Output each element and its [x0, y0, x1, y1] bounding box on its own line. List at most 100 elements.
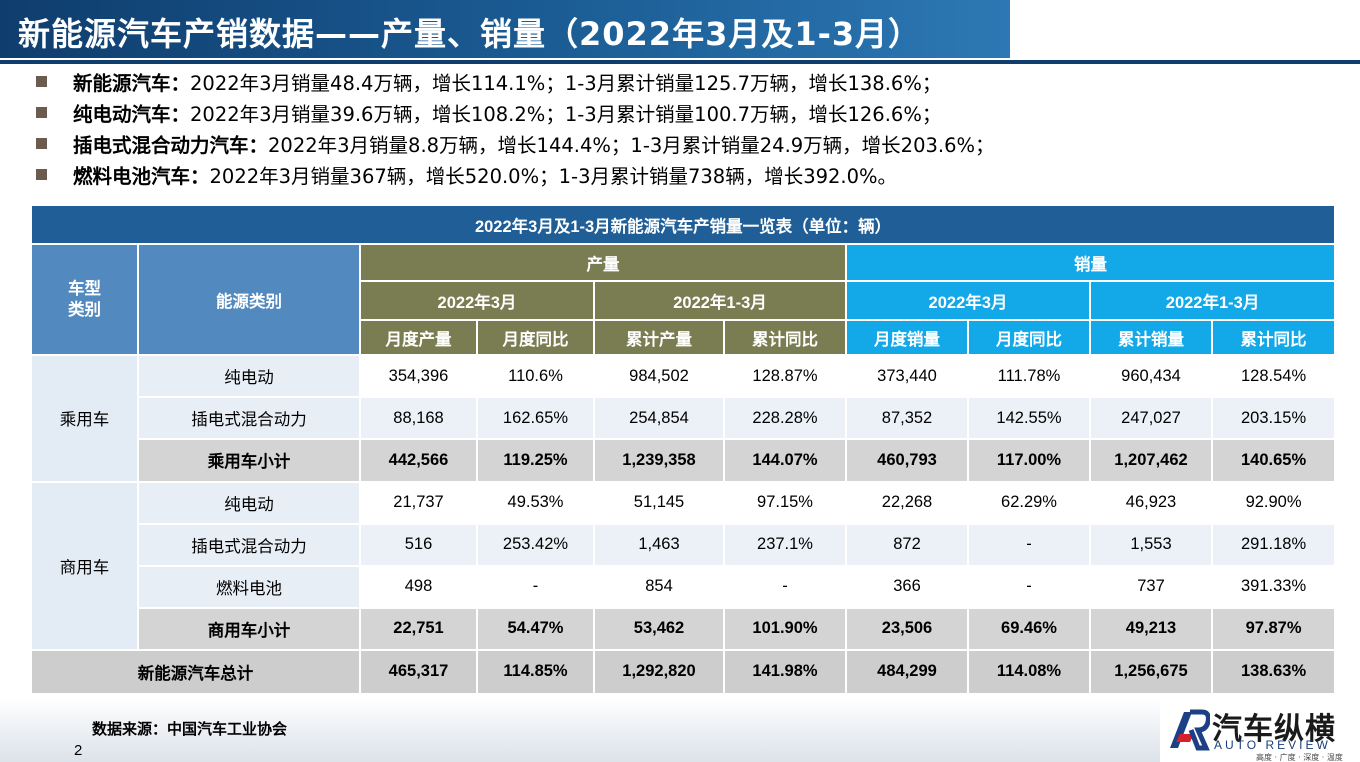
value-cell: 498 — [361, 566, 476, 607]
header-metric: 月度销量 — [847, 321, 967, 355]
value-cell: 872 — [847, 524, 967, 565]
subtotal-row: 商用车小计 22,751 54.47% 53,462 101.90% 23,50… — [32, 608, 1335, 649]
value-cell: 162.65% — [478, 398, 593, 439]
value-cell: 1,292,820 — [595, 650, 723, 693]
value-cell: 144.07% — [725, 440, 845, 481]
page-number: 2 — [74, 742, 83, 759]
value-cell: 21,737 — [361, 482, 476, 523]
value-cell: 366 — [847, 566, 967, 607]
bullet-text: 2022年3月销量39.6万辆，增长108.2%；1-3月累计销量100.7万辆… — [190, 103, 942, 126]
category-passenger: 乘用车 — [32, 356, 137, 481]
value-cell: 960,434 — [1091, 356, 1211, 397]
header-sales-cumulative: 2022年1-3月 — [1091, 282, 1335, 320]
bullet-square-icon — [36, 138, 47, 149]
value-cell: 119.25% — [478, 440, 593, 481]
bullet-item: 燃料电池汽车： 2022年3月销量367辆，增长520.0%；1-3月累计销量7… — [36, 159, 1336, 190]
value-cell: 291.18% — [1213, 524, 1335, 565]
logo-english: AUTO REVIEW — [1214, 738, 1331, 752]
table-caption-row: 2022年3月及1-3月新能源汽车产销量一览表（单位：辆） — [32, 206, 1335, 244]
value-cell: 460,793 — [847, 440, 967, 481]
value-cell: 1,256,675 — [1091, 650, 1211, 693]
value-cell: 247,027 — [1091, 398, 1211, 439]
value-cell: 737 — [1091, 566, 1211, 607]
energy-cell: 燃料电池 — [139, 566, 359, 607]
header-metric: 累计同比 — [1213, 321, 1335, 355]
title-bar: 新能源汽车产销数据——产量、销量（2022年3月及1-3月） — [0, 0, 1010, 58]
bullet-text: 2022年3月销量8.8万辆，增长144.4%；1-3月累计销量24.9万辆，增… — [268, 134, 995, 157]
value-cell: 49,213 — [1091, 608, 1211, 649]
total-row: 新能源汽车总计 465,317 114.85% 1,292,820 141.98… — [32, 650, 1335, 693]
value-cell: 142.55% — [969, 398, 1089, 439]
title-divider — [0, 60, 1360, 64]
subtotal-label: 乘用车小计 — [139, 440, 359, 481]
value-cell: 254,854 — [595, 398, 723, 439]
value-cell: 484,299 — [847, 650, 967, 693]
table-row: 乘用车 纯电动 354,396 110.6% 984,502 128.87% 3… — [32, 356, 1335, 481]
value-cell: 110.6% — [478, 356, 593, 397]
value-cell: 51,145 — [595, 482, 723, 523]
value-cell: - — [969, 566, 1089, 607]
footer-band — [0, 698, 1360, 762]
value-cell: 354,396 — [361, 356, 476, 397]
table-row: 商用车 纯电动 21,737 49.53% 51,145 97.15% 22,2… — [32, 482, 1335, 649]
value-cell: 111.78% — [969, 356, 1089, 397]
value-cell: 253.42% — [478, 524, 593, 565]
bullet-item: 纯电动汽车： 2022年3月销量39.6万辆，增长108.2%；1-3月累计销量… — [36, 97, 1336, 128]
ar-logo-icon — [1170, 709, 1210, 751]
value-cell: - — [478, 566, 593, 607]
bullet-text: 2022年3月销量48.4万辆，增长114.1%；1-3月累计销量125.7万辆… — [190, 72, 942, 95]
energy-cell: 纯电动 — [139, 356, 359, 397]
value-cell: 203.15% — [1213, 398, 1335, 439]
brand-logo: 汽车纵横 AUTO REVIEW 高度 · 广度 · 深度 · 温度 — [1160, 700, 1360, 762]
table-row: 插电式混合动力 88,168 162.65% 254,854 228.28% 8… — [32, 398, 1335, 439]
bullet-label: 纯电动汽车： — [73, 103, 191, 126]
energy-cell: 插电式混合动力 — [139, 398, 359, 439]
header-metric: 累计销量 — [1091, 321, 1211, 355]
value-cell: 97.15% — [725, 482, 845, 523]
bullet-item: 插电式混合动力汽车： 2022年3月销量8.8万辆，增长144.4%；1-3月累… — [36, 128, 1336, 159]
value-cell: 22,268 — [847, 482, 967, 523]
header-metric: 月度产量 — [361, 321, 476, 355]
bullet-label: 燃料电池汽车： — [73, 165, 210, 188]
value-cell: 49.53% — [478, 482, 593, 523]
value-cell: 53,462 — [595, 608, 723, 649]
logo-name: 汽车纵横 — [1212, 712, 1336, 747]
table-caption: 2022年3月及1-3月新能源汽车产销量一览表（单位：辆） — [32, 206, 1335, 244]
value-cell: 46,923 — [1091, 482, 1211, 523]
header-metric: 累计同比 — [725, 321, 845, 355]
value-cell: 854 — [595, 566, 723, 607]
value-cell: 1,207,462 — [1091, 440, 1211, 481]
header-row-groups: 车型 类别 能源类别 产量 销量 — [32, 245, 1335, 355]
value-cell: 92.90% — [1213, 482, 1335, 523]
value-cell: 88,168 — [361, 398, 476, 439]
value-cell: 62.29% — [969, 482, 1089, 523]
header-metric: 累计产量 — [595, 321, 723, 355]
header-vehicle-type: 车型 类别 — [32, 245, 137, 355]
value-cell: 22,751 — [361, 608, 476, 649]
value-cell: 465,317 — [361, 650, 476, 693]
energy-cell: 插电式混合动力 — [139, 524, 359, 565]
value-cell: 1,239,358 — [595, 440, 723, 481]
value-cell: - — [725, 566, 845, 607]
value-cell: 69.46% — [969, 608, 1089, 649]
table-row: 燃料电池 498 - 854 - 366 - 737 391.33% — [32, 566, 1335, 607]
header-production-cumulative: 2022年1-3月 — [595, 282, 845, 320]
nev-data-table: 2022年3月及1-3月新能源汽车产销量一览表（单位：辆） 车型 类别 能源类别… — [30, 204, 1337, 695]
energy-cell: 纯电动 — [139, 482, 359, 523]
bullet-square-icon — [36, 76, 47, 87]
value-cell: 138.63% — [1213, 650, 1335, 693]
header-row-metrics: 月度产量 月度同比 累计产量 累计同比 月度销量 月度同比 累计销量 累计同比 — [32, 321, 1335, 355]
value-cell: 1,553 — [1091, 524, 1211, 565]
header-metric: 月度同比 — [969, 321, 1089, 355]
value-cell: 373,440 — [847, 356, 967, 397]
header-energy-type: 能源类别 — [139, 245, 359, 355]
value-cell: 23,506 — [847, 608, 967, 649]
header-sales-month: 2022年3月 — [847, 282, 1089, 320]
bullet-item: 新能源汽车： 2022年3月销量48.4万辆，增长114.1%；1-3月累计销量… — [36, 66, 1336, 97]
value-cell: 128.54% — [1213, 356, 1335, 397]
value-cell: 391.33% — [1213, 566, 1335, 607]
data-source: 数据来源：中国汽车工业协会 — [92, 720, 288, 738]
header-production: 产量 — [361, 245, 845, 281]
value-cell: 140.65% — [1213, 440, 1335, 481]
header-row-periods: 2022年3月 2022年1-3月 2022年3月 2022年1-3月 — [32, 282, 1335, 320]
